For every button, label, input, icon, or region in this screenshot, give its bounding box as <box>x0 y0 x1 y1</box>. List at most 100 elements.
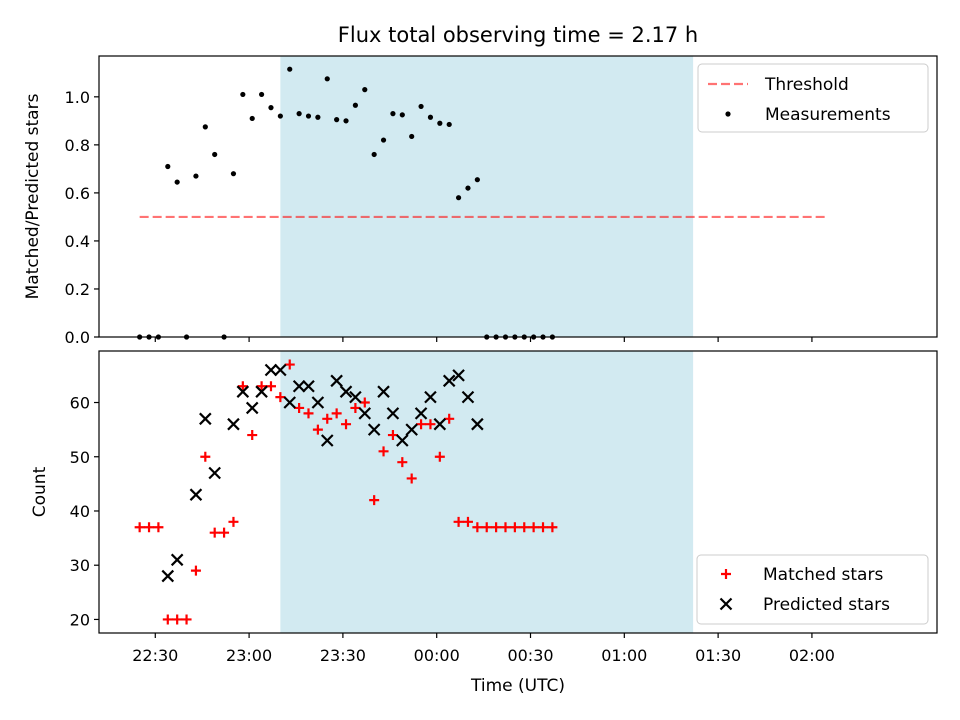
predicted-star-point <box>471 417 484 431</box>
predicted-star-point <box>405 423 418 436</box>
measurement-point <box>409 133 415 140</box>
predicted-star-point <box>274 363 287 377</box>
legend-measurements-label: Measurements <box>765 105 891 125</box>
measurement-point <box>305 113 312 119</box>
measurement-point <box>287 66 293 72</box>
matched-star-point <box>303 408 314 419</box>
measurement-point <box>390 111 396 117</box>
legend-predicted-swatch <box>719 597 733 611</box>
measurement-point <box>249 115 255 122</box>
predicted-star-point <box>358 407 372 420</box>
matched-star-point <box>369 495 380 506</box>
matched-star-point <box>162 614 173 625</box>
matched-star-point <box>134 522 145 533</box>
x-tick-label: 00:30 <box>507 646 553 665</box>
predicted-star-point <box>349 390 362 404</box>
predicted-star-point <box>377 385 390 398</box>
matched-star-point <box>331 408 342 419</box>
measurement-point <box>324 76 330 82</box>
matched-star-point <box>294 402 305 413</box>
x-tick-label: 23:30 <box>320 646 366 665</box>
measurement-point <box>212 151 218 158</box>
matched-star-point <box>359 397 370 408</box>
legend-measurement-swatch <box>725 111 731 117</box>
measurement-point <box>268 105 274 111</box>
measurement-point <box>474 177 480 183</box>
predicted-star-point <box>236 385 250 398</box>
ratio-plot-frame <box>98 55 938 338</box>
matched-star-point <box>237 381 248 392</box>
predicted-star-point <box>386 407 400 420</box>
count-y-axis-label: Count <box>30 466 50 517</box>
matched-star-point <box>509 522 520 533</box>
measurement-point <box>193 173 199 179</box>
legend-matched-swatch <box>721 569 731 579</box>
y-tick-label: 0.0 <box>65 328 90 347</box>
measurement-point <box>352 102 359 108</box>
matched-star-point <box>472 522 483 533</box>
predicted-star-point <box>208 466 221 480</box>
matched-star-point <box>265 381 276 392</box>
count-legend: Matched stars Predicted stars <box>696 554 929 625</box>
predicted-star-point <box>367 423 381 436</box>
matched-star-point <box>444 413 455 424</box>
matched-star-point <box>256 381 267 392</box>
predicted-star-point <box>433 417 447 431</box>
predicted-star-point <box>339 385 353 398</box>
matched-star-point <box>341 419 352 430</box>
predicted-star-point <box>302 379 315 393</box>
count-panel: 20 30 40 50 60 22:30 23:00 23:30 00:00 00:30 01:0… <box>30 350 938 665</box>
y-tick-label: 0.4 <box>65 232 90 251</box>
measurement-point <box>258 91 265 98</box>
x-tick-label: 22:30 <box>132 646 178 665</box>
x-tick-label: 02:00 <box>789 646 835 665</box>
measurement-point <box>315 114 321 120</box>
measurement-point <box>277 113 283 119</box>
y-tick-label: 0.8 <box>65 136 90 155</box>
x-tick-label: 00:00 <box>414 646 460 665</box>
predicted-star-point <box>452 369 465 382</box>
matched-star-point <box>200 451 211 462</box>
observing-window-span <box>280 351 694 633</box>
y-tick-label: 0.2 <box>65 280 90 299</box>
legend-box <box>697 63 929 133</box>
matched-star-point <box>500 522 511 533</box>
observing-window-span <box>280 56 694 337</box>
matched-star-point <box>181 614 192 625</box>
predicted-star-point <box>170 553 184 567</box>
legend-predicted-label: Predicted stars <box>763 595 890 615</box>
measurement-point <box>455 195 462 201</box>
x-tick-label: 23:00 <box>226 646 272 665</box>
y-tick-label: 0.6 <box>65 184 90 203</box>
matched-star-point <box>425 419 436 430</box>
matched-star-point <box>190 565 201 576</box>
predicted-star-point <box>330 374 343 388</box>
measurement-point <box>174 179 180 185</box>
chart-title: Flux total observing time = 2.17 h <box>338 23 698 47</box>
matched-star-point <box>416 419 427 430</box>
ratio-y-axis-label: Matched/Predicted stars <box>23 93 43 299</box>
x-tick-label: 01:30 <box>695 646 741 665</box>
predicted-star-point <box>189 488 203 501</box>
measurement-point <box>380 137 387 143</box>
measurement-point <box>362 87 368 93</box>
measurement-point <box>240 91 246 98</box>
matched-star-point <box>434 451 445 462</box>
y-tick-label: 60 <box>70 394 90 413</box>
predicted-star-point <box>396 434 409 447</box>
matched-star-point <box>538 522 549 533</box>
measurement-point <box>371 151 377 158</box>
matched-star-point <box>219 527 230 538</box>
measurement-point <box>202 124 208 130</box>
measurement-point <box>334 117 340 123</box>
legend-box <box>696 554 929 625</box>
matched-star-point <box>387 430 398 441</box>
matched-star-point <box>406 473 417 484</box>
predicted-star-point <box>161 569 175 583</box>
count-plot-frame <box>98 350 938 634</box>
measurement-point <box>418 103 424 110</box>
y-tick-label: 20 <box>70 610 90 629</box>
matched-star-point <box>172 614 183 625</box>
predicted-star-point <box>264 363 278 377</box>
